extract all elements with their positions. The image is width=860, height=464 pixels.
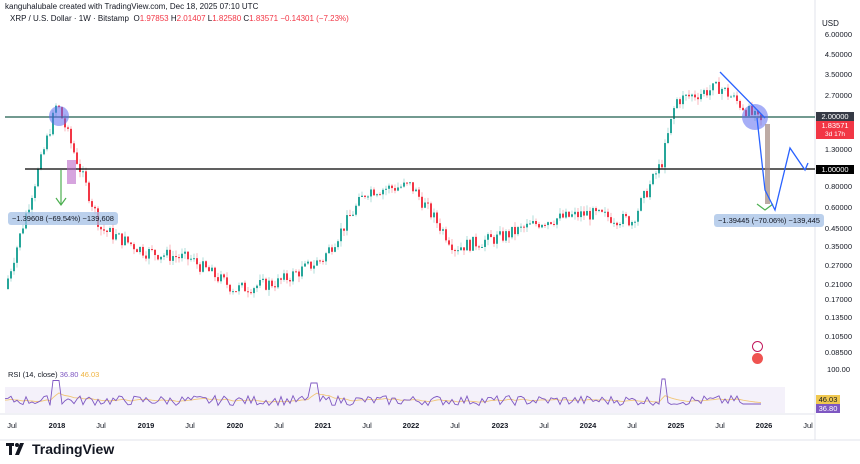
- time-tick: Jul: [803, 421, 813, 430]
- price-tick: 0.45000: [824, 224, 852, 233]
- price-tick: 0.60000: [824, 203, 852, 212]
- time-tick: 2024: [579, 421, 597, 430]
- candlesticks: [7, 77, 762, 298]
- symbol-ohlc-legend: XRP / U.S. Dollar · 1W · Bitstamp O1.978…: [10, 14, 349, 23]
- time-tick: Jul: [539, 421, 549, 430]
- level-2-price-tag: 2.00000: [816, 112, 854, 121]
- range-box-2018[interactable]: [67, 160, 76, 184]
- time-tick: 2020: [226, 421, 244, 430]
- rsi-title: RSI (14, close): [8, 370, 58, 379]
- low-value: 1.82580: [212, 14, 242, 23]
- price-tick: 0.17000: [824, 295, 852, 304]
- time-tick: Jul: [450, 421, 460, 430]
- time-tick: 2022: [402, 421, 420, 430]
- price-tick: 0.35000: [824, 242, 852, 251]
- time-tick: 2023: [491, 421, 509, 430]
- arrow-down-icon: [756, 203, 774, 211]
- open-label: O: [133, 14, 140, 23]
- time-tick: 2018: [48, 421, 66, 430]
- price-tick: 0.27000: [824, 261, 852, 270]
- change-value: −0.14301 (−7.23%): [280, 14, 349, 23]
- time-tick: 2021: [314, 421, 332, 430]
- price-axis[interactable]: 6.00000 4.50000 3.50000 2.70000 1.30000 0.800…: [815, 0, 860, 440]
- price-tick: 6.00000: [824, 30, 852, 39]
- low-label: L: [207, 14, 213, 23]
- time-tick: Jul: [627, 421, 637, 430]
- high-value: 2.01407: [176, 14, 206, 23]
- open-value: 1.97853: [139, 14, 169, 23]
- rsi-value-tag: 36.80: [816, 404, 840, 413]
- time-tick: 2025: [667, 421, 685, 430]
- rsi-legend: RSI (14, close) 36.80 46.03: [8, 370, 99, 379]
- price-tick: 3.50000: [824, 70, 852, 79]
- current-price-tag: 1.83571: [816, 121, 854, 130]
- time-tick: Jul: [7, 421, 17, 430]
- price-tick: 2.70000: [824, 91, 852, 100]
- rsi-top-tick: 100.00: [827, 365, 850, 374]
- time-tick: Jul: [274, 421, 284, 430]
- measurement-label-right[interactable]: −1.39445 (−70.06%) −139,445: [714, 214, 824, 227]
- time-tick: 2019: [137, 421, 155, 430]
- high-label: H: [170, 14, 177, 23]
- highlight-circle-2025[interactable]: [742, 104, 768, 130]
- rsi-ma-tag: 46.03: [816, 395, 840, 404]
- currency-label: USD: [822, 19, 839, 28]
- price-tick: 1.30000: [824, 145, 852, 154]
- trendline[interactable]: [719, 71, 766, 119]
- tv-logo-icon: [6, 443, 24, 455]
- tradingview-logo[interactable]: TradingView: [6, 441, 114, 457]
- close-value: 1.83571: [249, 14, 279, 23]
- rsi-line: [4, 378, 761, 407]
- time-tick: Jul: [362, 421, 372, 430]
- rsi-value: 36.80: [59, 370, 79, 379]
- rsi-ma-value: 46.03: [80, 370, 100, 379]
- level-1-price-tag: 1.00000: [816, 165, 854, 174]
- flag-us-icon[interactable]: [752, 353, 763, 364]
- measure-bar-2025: [765, 124, 770, 204]
- close-label: C: [243, 14, 250, 23]
- time-tick: Jul: [715, 421, 725, 430]
- highlight-circle-2018[interactable]: [49, 106, 69, 126]
- price-tick: 0.13500: [824, 313, 852, 322]
- time-tick: 2026: [755, 421, 773, 430]
- time-tick: Jul: [96, 421, 106, 430]
- price-tick: 4.50000: [824, 50, 852, 59]
- measurement-label-left[interactable]: −1.39608 (−69.54%) −139,608: [8, 212, 118, 225]
- price-tick: 0.10500: [824, 332, 852, 341]
- event-icon[interactable]: [752, 341, 763, 352]
- chart-creator-text: kanguhalubale created with TradingView.c…: [5, 2, 259, 11]
- price-tick: 0.80000: [824, 182, 852, 191]
- symbol-name[interactable]: XRP / U.S. Dollar · 1W · Bitstamp: [10, 14, 129, 23]
- time-tick: Jul: [185, 421, 195, 430]
- price-tick: 0.21000: [824, 280, 852, 289]
- countdown-tag: 3d 17h: [816, 130, 854, 139]
- arrow-down-icon: [55, 197, 67, 207]
- projection-path[interactable]: [756, 117, 809, 212]
- price-tick: 0.08500: [824, 348, 852, 357]
- brand-name: TradingView: [32, 441, 115, 457]
